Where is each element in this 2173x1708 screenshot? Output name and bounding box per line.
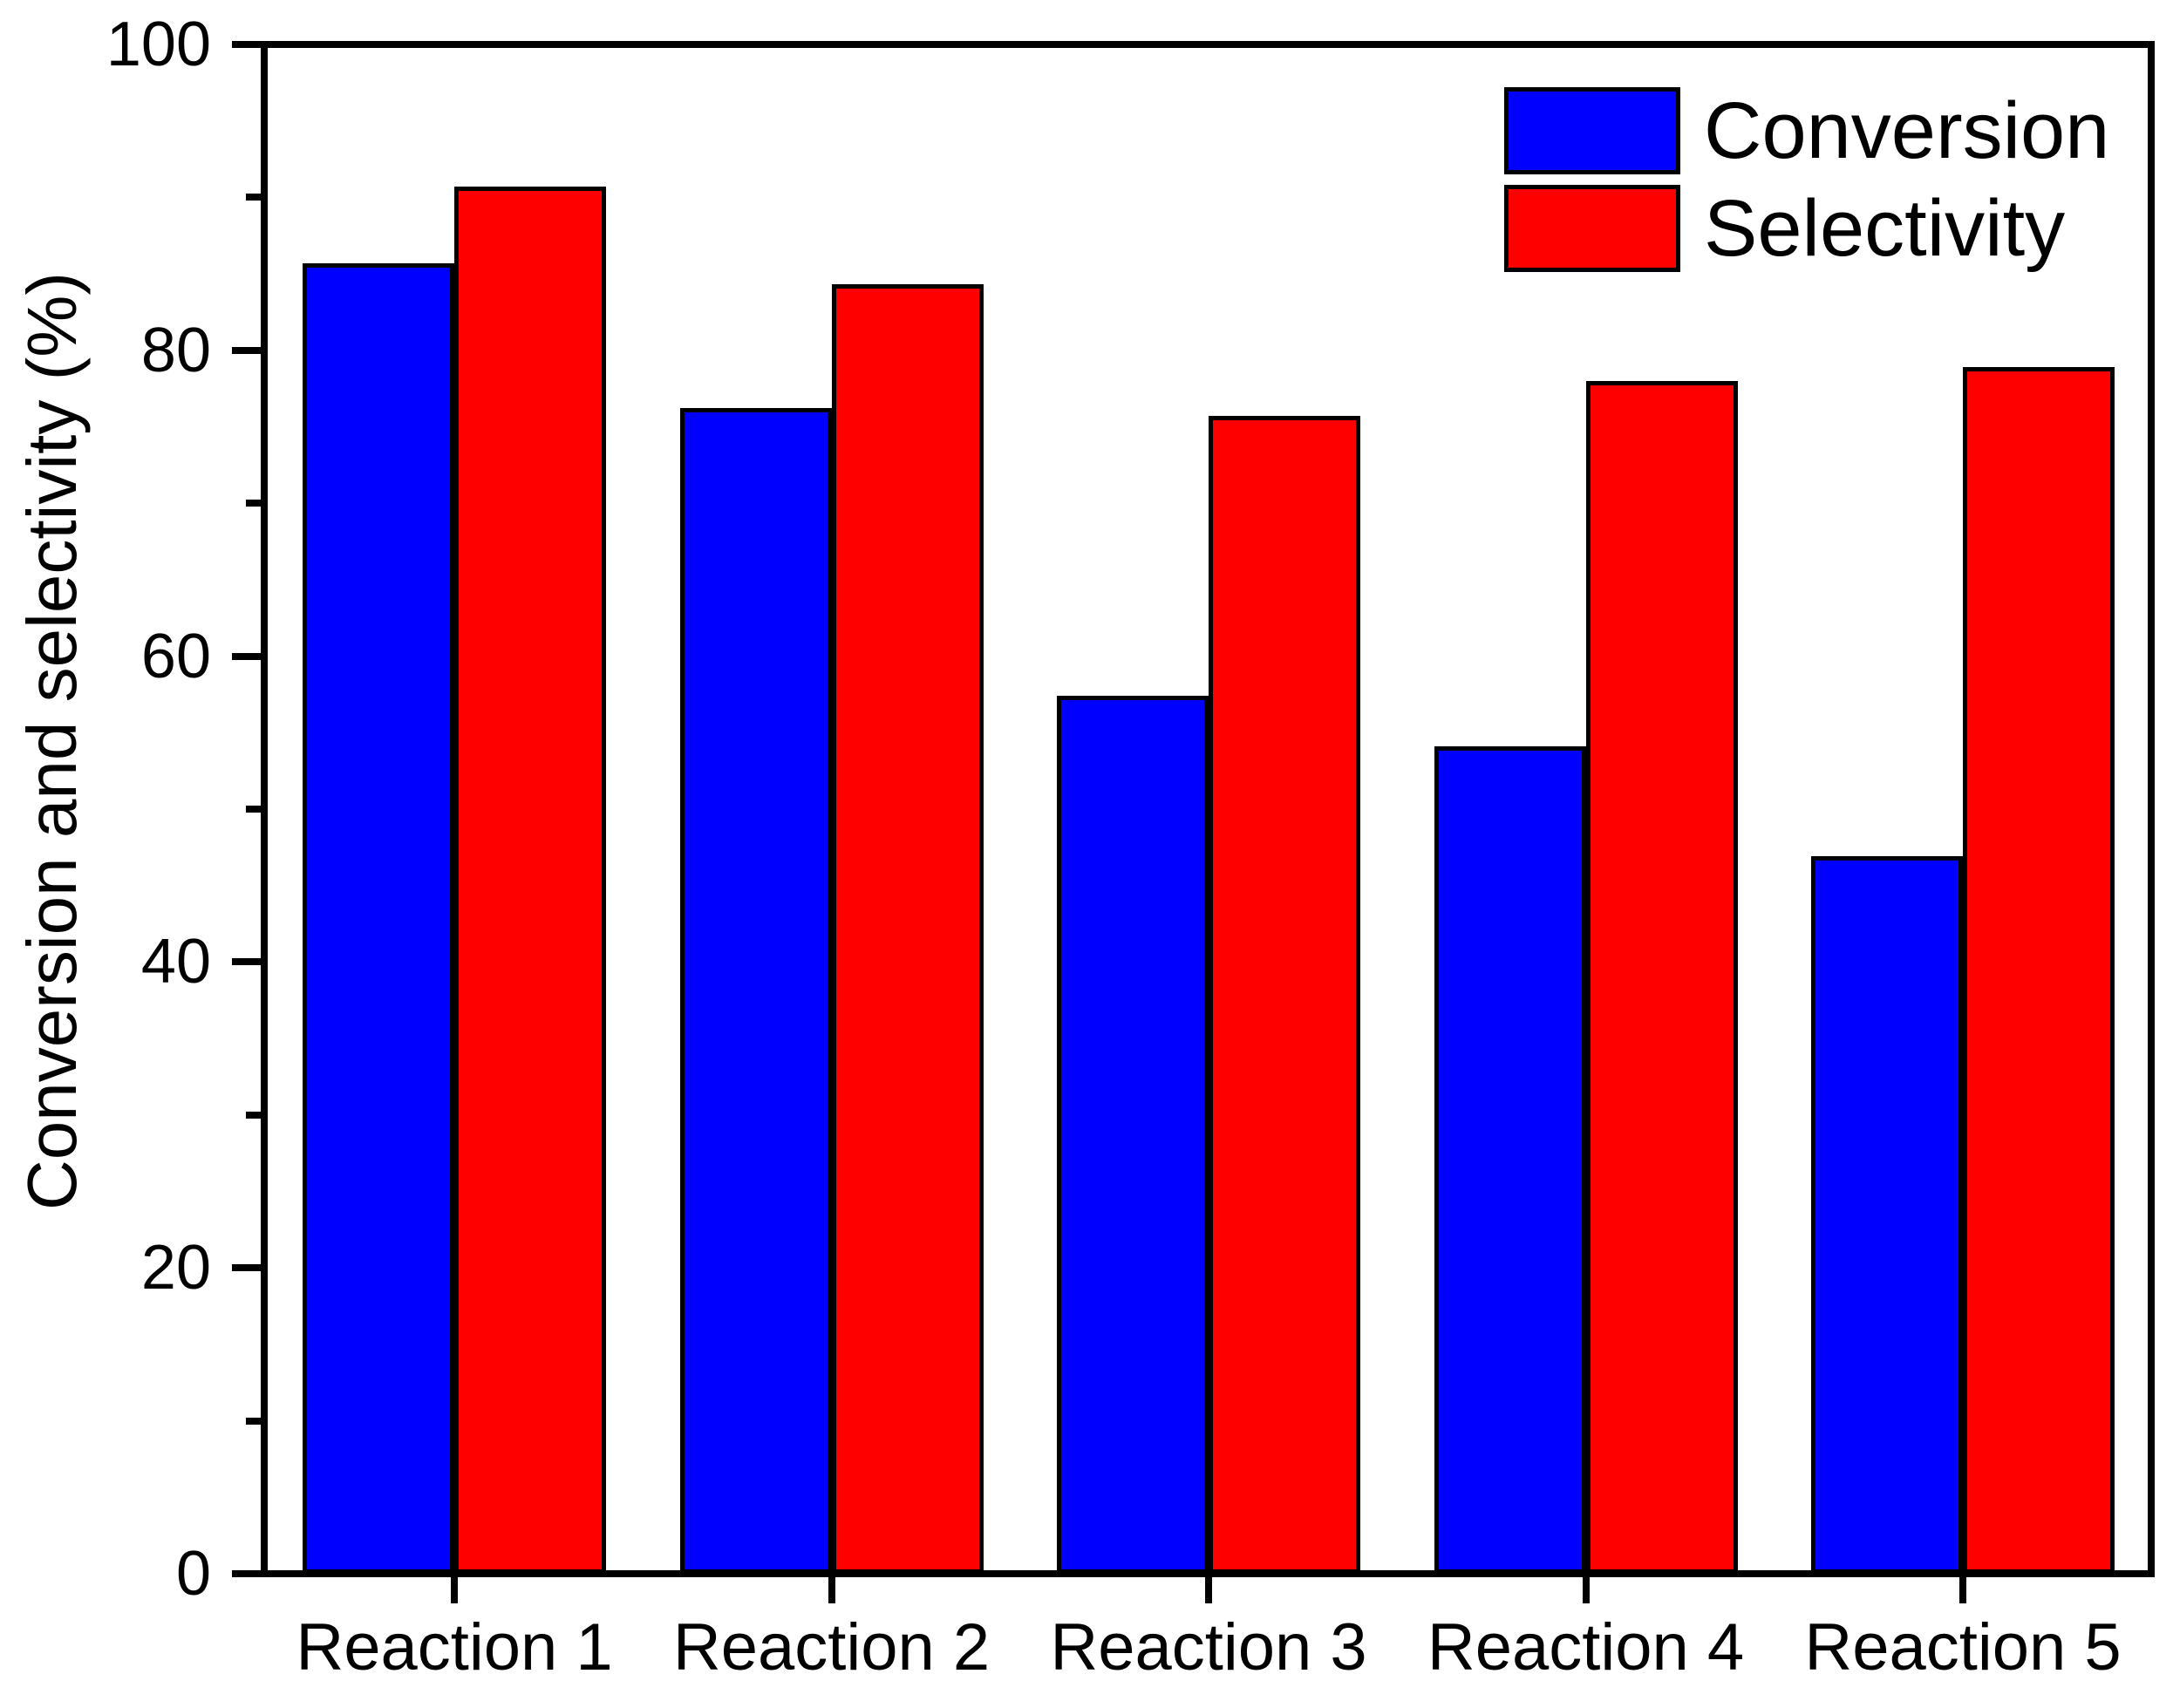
y-major-tick-0	[232, 1570, 264, 1577]
x-tick-label-reaction-5: Reaction 5	[1804, 1610, 2122, 1684]
y-tick-label-0: 0	[175, 1539, 211, 1609]
y-major-tick-80	[232, 346, 264, 354]
y-minor-tick-90	[246, 194, 264, 201]
y-tick-label-100: 100	[106, 10, 211, 79]
bar-selectivity-reaction-3	[1209, 416, 1360, 1574]
bar-selectivity-reaction-4	[1585, 380, 1738, 1574]
y-axis-title: Conversion and selectivity (%)	[13, 272, 91, 1210]
legend-item-selectivity: Selectivity	[1504, 185, 2065, 272]
x-tick-label-reaction-1: Reaction 1	[296, 1610, 613, 1684]
legend-item-conversion: Conversion	[1504, 87, 2109, 174]
bar-conversion-reaction-5	[1811, 856, 1963, 1574]
bar-conversion-reaction-4	[1434, 746, 1586, 1574]
bar-selectivity-reaction-1	[454, 187, 606, 1574]
x-tick-reaction-2	[828, 1577, 835, 1603]
y-major-tick-100	[232, 41, 264, 48]
y-major-tick-20	[232, 1264, 264, 1272]
x-tick-label-reaction-4: Reaction 4	[1427, 1610, 1745, 1684]
x-tick-reaction-1	[451, 1577, 458, 1603]
y-minor-tick-30	[246, 1111, 264, 1119]
conversion-color-swatch	[1504, 87, 1680, 174]
y-tick-label-40: 40	[140, 927, 211, 997]
x-tick-reaction-5	[1959, 1577, 1966, 1603]
bar-selectivity-reaction-5	[1963, 367, 2115, 1574]
y-tick-label-60: 60	[140, 621, 211, 691]
legend-label-conversion: Conversion	[1704, 86, 2110, 175]
y-major-tick-60	[232, 652, 264, 660]
bar-conversion-reaction-1	[303, 262, 454, 1574]
bar-conversion-reaction-2	[679, 408, 832, 1574]
y-minor-tick-10	[246, 1417, 264, 1425]
bar-conversion-reaction-3	[1057, 696, 1209, 1574]
y-minor-tick-50	[246, 806, 264, 813]
y-minor-tick-70	[246, 500, 264, 507]
selectivity-color-swatch	[1504, 185, 1680, 272]
x-tick-label-reaction-2: Reaction 2	[672, 1610, 991, 1684]
y-tick-label-20: 20	[140, 1233, 211, 1303]
legend-label-selectivity: Selectivity	[1704, 184, 2066, 273]
x-tick-reaction-4	[1582, 1577, 1590, 1603]
x-tick-label-reaction-3: Reaction 3	[1050, 1610, 1367, 1684]
x-tick-reaction-3	[1205, 1577, 1212, 1603]
y-tick-label-80: 80	[140, 315, 211, 385]
bar-selectivity-reaction-2	[831, 284, 984, 1574]
y-major-tick-40	[232, 958, 264, 966]
